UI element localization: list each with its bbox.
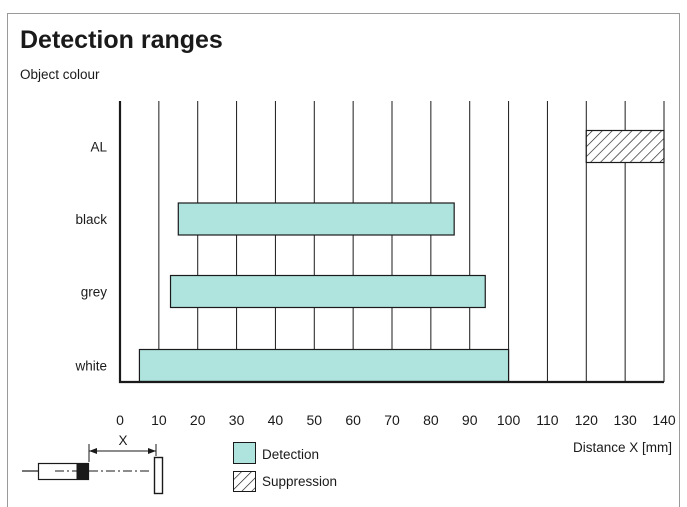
x-tick-label: 30: [229, 412, 245, 428]
detection-bar: [169, 274, 486, 309]
x-tick-label: 90: [462, 412, 478, 428]
legend-suppression-label: Suppression: [262, 474, 337, 489]
category-label: white: [74, 359, 107, 374]
sketch-arrow-left: [89, 448, 97, 454]
sketch-target-plate: [153, 456, 164, 495]
x-tick-label: 80: [423, 412, 439, 428]
x-tick-label: 100: [497, 412, 521, 428]
x-tick-label: 120: [575, 412, 599, 428]
figure-frame: [7, 13, 680, 507]
x-tick-label: 130: [613, 412, 637, 428]
category-label: grey: [81, 285, 108, 300]
detection-bar: [177, 202, 455, 236]
x-tick-label: 20: [190, 412, 206, 428]
bars: [138, 129, 665, 383]
chart-title: Detection ranges: [20, 26, 223, 54]
x-tick-labels: 0 10 20 30 40 50 60 70 80 90 100 110 120 130 140: [116, 412, 676, 428]
x-tick-label: 110: [536, 412, 559, 428]
detection-bar: [138, 348, 510, 383]
category-label: black: [75, 212, 107, 227]
x-axis-label: Distance X [mm]: [573, 440, 672, 455]
y-axis-label: Object colour: [20, 67, 100, 82]
x-tick-label: 40: [268, 412, 284, 428]
x-tick-label: 0: [116, 412, 124, 428]
legend-detection-swatch: [233, 442, 256, 464]
x-tick-label: 50: [306, 412, 322, 428]
category-label: AL: [90, 140, 107, 155]
sensor-distance-sketch: [22, 444, 164, 495]
axes: [118, 101, 664, 384]
sketch-arrow-right: [148, 448, 156, 454]
category-labels: AL black grey white: [74, 140, 107, 374]
x-tick-label: 140: [652, 412, 676, 428]
legend: Detection Suppression: [233, 442, 337, 492]
suppression-bar: [585, 129, 665, 164]
x-tick-label: 60: [345, 412, 361, 428]
x-tick-label: 70: [384, 412, 400, 428]
legend-detection-label: Detection: [262, 447, 319, 462]
legend-suppression-swatch: [233, 471, 256, 492]
sketch-dimension-label: X: [118, 433, 127, 448]
grid-lines: [119, 101, 665, 382]
x-tick-label: 10: [151, 412, 167, 428]
